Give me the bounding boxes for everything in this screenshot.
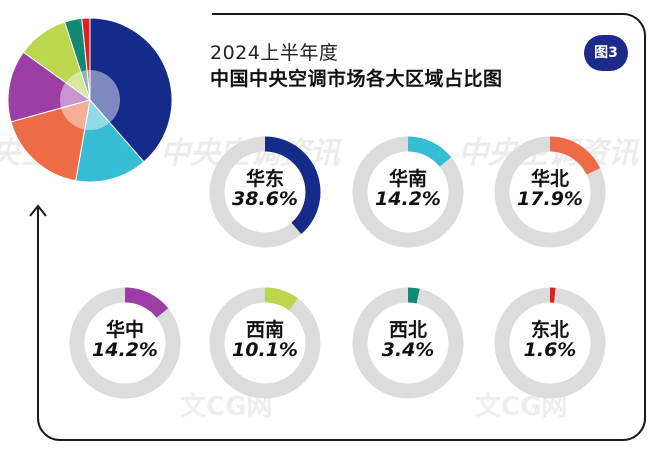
pie-slice-2 [75,98,145,183]
ring-region-label-5: 西南 [245,319,284,341]
ring-chart-4: 华中 14.2% [69,287,181,399]
ring-region-label-6: 西北 [388,319,427,341]
ring-value-arc-7 [494,287,606,399]
ring-percent-label-2: 14.2% [375,188,441,210]
ring-region-label-1: 华东 [245,168,284,190]
ring-region-label-3: 华北 [530,168,569,190]
pie-slice-3 [10,99,91,182]
ring-value-arc-6 [352,287,464,399]
ring-chart-1: 华东 38.6% [209,136,321,248]
chart-subtitle: 2024上半年度 [210,42,339,64]
ring-percent-label-5: 10.1% [232,339,298,361]
ring-value-arc-3 [494,136,606,248]
ring-chart-5: 西南 10.1% [209,287,321,399]
ring-percent-label-6: 3.4% [381,339,435,361]
ring-percent-label-3: 17.9% [517,188,583,210]
pie-slice-4 [7,51,92,123]
ring-value-arc-2 [352,136,464,248]
figure-badge: 图3 [584,35,628,71]
ring-value-arc-5 [209,287,321,399]
ring-chart-2: 华南 14.2% [352,136,464,248]
ring-percent-label-4: 14.2% [92,339,158,361]
ring-region-label-7: 东北 [530,319,569,341]
pie-slice-1 [89,17,173,163]
ring-value-arc-1 [209,136,321,248]
chart-title: 中国中央空调市场各大区域占比图 [210,68,503,90]
ring-region-label-4: 华中 [105,319,144,341]
ring-chart-3: 华北 17.9% [494,136,606,248]
ring-percent-label-7: 1.6% [523,339,577,361]
pie-slice-7 [81,17,91,101]
ring-chart-6: 西北 3.4% [352,287,464,399]
pie-chart [7,17,173,183]
ring-percent-label-1: 38.6% [232,188,298,210]
pie-center-highlight [60,70,120,130]
ring-chart-7: 东北 1.6% [494,287,606,399]
ring-region-label-2: 华南 [388,168,427,190]
ring-value-arc-4 [69,287,181,399]
